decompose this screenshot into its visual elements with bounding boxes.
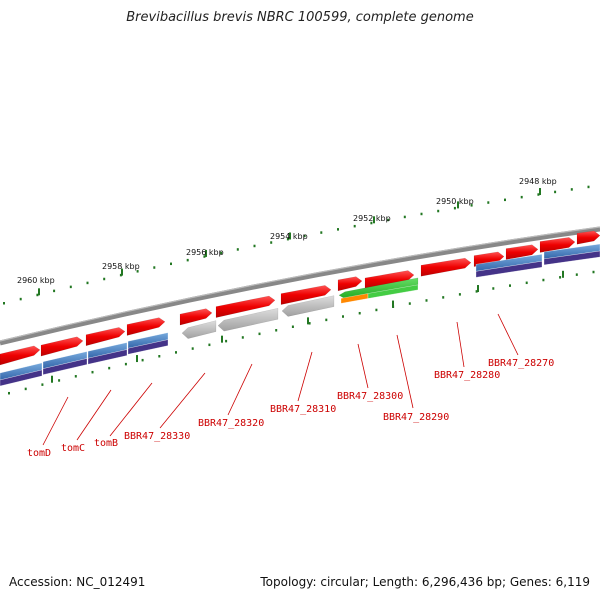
cds-bar-dark xyxy=(42,358,88,376)
genome-backbone xyxy=(0,226,600,346)
cds-bar-dark xyxy=(87,349,128,365)
gene-label-BBR47_28310[interactable]: BBR47_28310 xyxy=(270,404,336,415)
accession-text: Accession: NC_012491 xyxy=(9,575,146,589)
gene-arrow xyxy=(179,308,213,326)
leader-BBR47_28290 xyxy=(396,334,414,409)
gene-arrow xyxy=(420,257,472,277)
leader-tomC xyxy=(76,389,112,441)
gene-arrow xyxy=(85,327,126,347)
scale-label-2956: 2956 kbp xyxy=(186,248,224,257)
leader-BBR47_28310 xyxy=(297,351,313,402)
map-title: Brevibacillus brevis NBRC 100599, comple… xyxy=(126,10,474,25)
cds-bar-dark xyxy=(127,339,169,355)
gene-label-BBR47_28270[interactable]: BBR47_28270 xyxy=(488,358,554,369)
scale-label-2948: 2948 kbp xyxy=(519,177,557,186)
leader-tomB xyxy=(109,382,153,437)
gene-arrow xyxy=(126,317,166,336)
gene-track-lower xyxy=(0,243,600,387)
gene-arrow xyxy=(337,276,363,292)
gene-arrow xyxy=(576,230,600,245)
green-feature xyxy=(367,284,419,299)
gene-label-BBR47_28290[interactable]: BBR47_28290 xyxy=(383,412,449,423)
gene-arrow xyxy=(280,285,332,305)
genome-summary-text: Topology: circular; Length: 6,296,436 bp… xyxy=(260,575,590,589)
label-leader-lines xyxy=(42,313,519,446)
leader-BBR47_28270 xyxy=(497,313,519,356)
cds-bar-dark xyxy=(475,260,543,278)
gene-arrow xyxy=(539,237,576,253)
leader-BBR47_28300 xyxy=(357,343,369,389)
gene-label-BBR47_28280[interactable]: BBR47_28280 xyxy=(434,370,500,381)
cds-bar xyxy=(543,243,600,260)
scale-ticks xyxy=(3,185,595,395)
leader-BBR47_28320 xyxy=(227,363,253,416)
scale-label-2954: 2954 kbp xyxy=(270,232,308,241)
gene-arrow xyxy=(215,295,276,318)
genome-backbone-highlight xyxy=(0,226,600,342)
leader-BBR47_28280 xyxy=(456,321,465,368)
gene-track-upper xyxy=(0,230,600,366)
leader-tomD xyxy=(42,396,69,446)
gene-label-tomB[interactable]: tomB xyxy=(94,438,118,449)
scale-label-2960: 2960 kbp xyxy=(17,276,55,285)
cds-bar-dark xyxy=(0,369,43,387)
gene-arrow xyxy=(40,336,84,357)
pseudogene-arrow xyxy=(181,320,217,339)
leader-BBR47_28330 xyxy=(159,372,206,429)
cds-bar-dark xyxy=(543,250,600,266)
scale-label-2950: 2950 kbp xyxy=(436,197,474,206)
gene-label-BBR47_28330[interactable]: BBR47_28330 xyxy=(124,431,190,442)
gene-label-tomD[interactable]: tomD xyxy=(27,448,51,459)
gene-arrow xyxy=(0,345,41,366)
gene-label-tomC[interactable]: tomC xyxy=(61,443,85,454)
gene-arrow xyxy=(505,244,539,260)
gene-arrow xyxy=(473,251,505,267)
gene-label-BBR47_28320[interactable]: BBR47_28320 xyxy=(198,418,264,429)
scale-label-2958: 2958 kbp xyxy=(102,262,140,271)
scale-label-2952: 2952 kbp xyxy=(353,214,391,223)
gene-arrow xyxy=(364,270,415,290)
gene-label-BBR47_28300[interactable]: BBR47_28300 xyxy=(337,391,403,402)
pseudogene-arrow xyxy=(281,295,335,317)
pseudogene-arrow xyxy=(217,307,279,332)
